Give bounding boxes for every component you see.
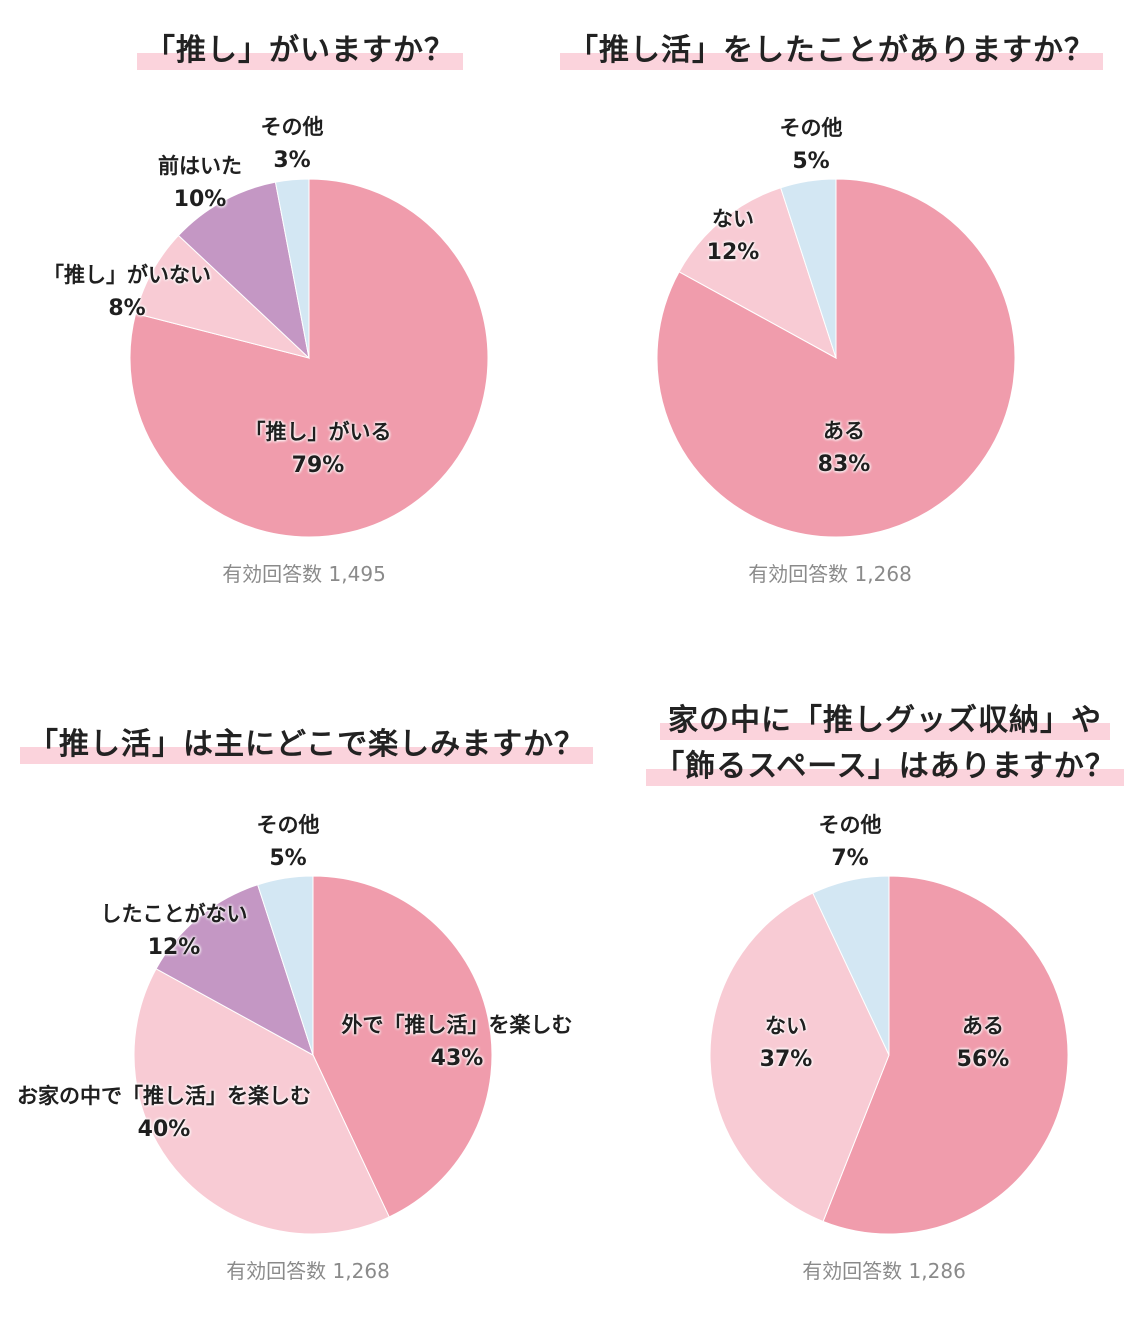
- chart1-slice-0: [129, 178, 489, 538]
- chart3-slice-3: [257, 875, 314, 1056]
- chart4-label-sonota-text: その他: [818, 813, 882, 837]
- chart2-title-text: 「推し活」をしたことがありますか？: [560, 32, 1103, 70]
- chart3-label-sonota: その他 5%: [257, 808, 320, 876]
- chart1-label-oshi-iru-pct: 79%: [291, 453, 345, 478]
- chart3-label-soto-text: 外で「推し活」を楽しむ: [341, 1013, 573, 1037]
- chart3-label-sonota-text: その他: [256, 813, 320, 837]
- chart2-slice-2: [780, 178, 837, 359]
- chart1-label-sonota-pct: 3%: [273, 148, 311, 173]
- chart1-title-text: 「推し」がいますか？: [137, 32, 463, 70]
- chart1-label-oshi-iru-text: 「推し」がいる: [244, 420, 392, 444]
- chart3-label-ouchi-text: お家の中で「推し活」を楽しむ: [17, 1084, 311, 1108]
- chart4-label-sonota: その他 7%: [819, 808, 882, 876]
- chart1-label-mae-wa-ita: 前はいた 10%: [158, 149, 242, 217]
- chart1-label-oshi-inai-pct: 8%: [108, 296, 146, 321]
- chart1-label-mae-wa-ita-pct: 10%: [173, 187, 227, 212]
- chart4-label-aru: ある 56%: [957, 1009, 1010, 1077]
- chart1-label-oshi-inai: 「推し」がいない 8%: [43, 258, 211, 326]
- chart2-slice-1: [678, 187, 837, 360]
- chart1-slice-3: [274, 178, 310, 359]
- chart3-responses: 有効回答数 1,268: [226, 1259, 390, 1283]
- chart1-label-mae-wa-ita-text: 前はいた: [158, 154, 242, 178]
- chart4-title: 家の中に「推しグッズ収納」や 「飾るスペース」はありますか？: [630, 702, 1128, 786]
- chart3-label-shitakoto-nai: したことがない 12%: [101, 897, 248, 965]
- chart3-slice-0: [312, 875, 493, 1218]
- chart4-slice-2: [812, 875, 890, 1056]
- chart3-label-soto-pct: 43%: [430, 1046, 484, 1071]
- chart3-slice-2: [155, 884, 314, 1057]
- chart2-slice-0: [656, 178, 1016, 538]
- chart4-title-line2: 「飾るスペース」はありますか？: [646, 748, 1124, 786]
- chart4-responses: 有効回答数 1,286: [802, 1259, 966, 1283]
- chart3-label-sonota-pct: 5%: [269, 846, 307, 871]
- chart2-label-aru-text: ある: [822, 419, 865, 443]
- chart4-label-nai-text: ない: [764, 1014, 807, 1038]
- chart3-label-soto: 外で「推し活」を楽しむ 43%: [342, 1008, 573, 1076]
- chart4-pie: [709, 875, 1069, 1235]
- chart1-responses: 有効回答数 1,495: [222, 562, 386, 586]
- chart2-label-sonota-pct: 5%: [792, 149, 830, 174]
- chart1-slice-2: [177, 181, 310, 360]
- chart3-pie: [133, 875, 493, 1235]
- chart1-label-sonota: その他 3%: [261, 110, 324, 178]
- chart3-title-text: 「推し活」は主にどこで楽しみますか？: [20, 726, 594, 764]
- chart2-responses: 有効回答数 1,268: [748, 562, 912, 586]
- chart1-label-sonota-text: その他: [260, 115, 324, 139]
- chart2-label-aru: ある 83%: [818, 414, 871, 482]
- chart1-slice-1: [135, 234, 310, 359]
- chart2-label-sonota: その他 5%: [780, 111, 843, 179]
- chart3-label-ouchi-pct: 40%: [137, 1117, 191, 1142]
- chart2-label-nai-pct: 12%: [706, 240, 760, 265]
- chart4-label-nai: ない 37%: [760, 1009, 813, 1077]
- chart2-pie: [656, 178, 1016, 538]
- chart3-label-shitakoto-nai-pct: 12%: [147, 935, 201, 960]
- chart4-label-sonota-pct: 7%: [831, 846, 869, 871]
- chart1-pie: [129, 178, 489, 538]
- chart3-slice-1: [133, 968, 390, 1235]
- chart4-slice-0: [822, 875, 1069, 1235]
- chart4-label-nai-pct: 37%: [759, 1047, 813, 1072]
- chart4-slice-1: [709, 892, 890, 1223]
- chart4-label-aru-text: ある: [961, 1014, 1004, 1038]
- chart2-label-sonota-text: その他: [779, 116, 843, 140]
- chart2-label-nai: ない 12%: [707, 202, 760, 270]
- chart4-title-line1: 家の中に「推しグッズ収納」や: [660, 702, 1110, 740]
- chart1-title: 「推し」がいますか？: [100, 32, 500, 70]
- chart3-label-shitakoto-nai-text: したことがない: [100, 902, 248, 926]
- chart3-title: 「推し活」は主にどこで楽しみますか？: [20, 726, 594, 764]
- chart3-label-ouchi: お家の中で「推し活」を楽しむ 40%: [17, 1079, 311, 1147]
- chart1-label-oshi-inai-text: 「推し」がいない: [43, 263, 211, 287]
- chart2-label-nai-text: ない: [711, 207, 754, 231]
- chart4-label-aru-pct: 56%: [956, 1047, 1010, 1072]
- chart2-label-aru-pct: 83%: [817, 452, 871, 477]
- chart1-label-oshi-iru: 「推し」がいる 79%: [245, 415, 392, 483]
- chart2-title: 「推し活」をしたことがありますか？: [560, 32, 1103, 70]
